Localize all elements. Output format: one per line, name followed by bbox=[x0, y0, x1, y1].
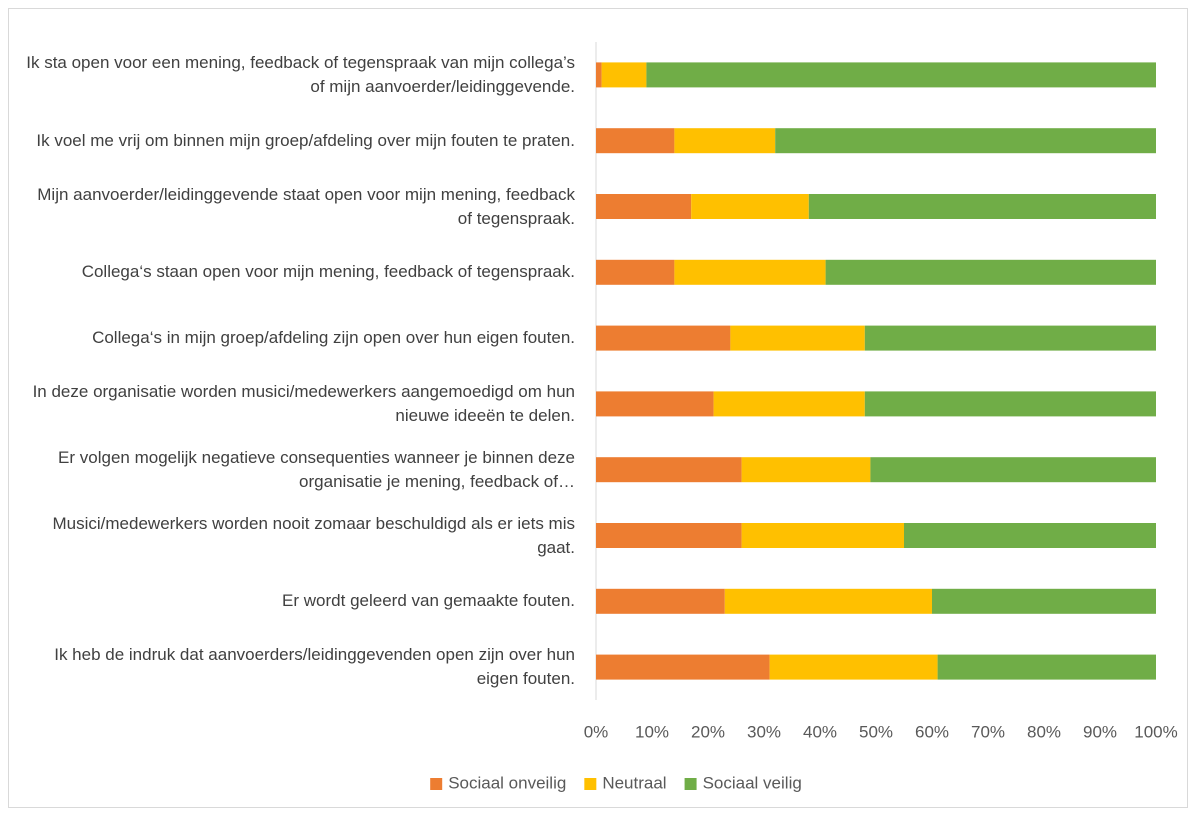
bar-segment bbox=[596, 523, 742, 548]
bar-segment bbox=[825, 259, 1156, 285]
x-tick-label: 10% bbox=[635, 722, 669, 741]
bar-segment bbox=[937, 654, 1156, 680]
x-tick-label: 60% bbox=[915, 722, 949, 741]
bar-segment bbox=[674, 259, 826, 285]
bar-segment bbox=[674, 128, 776, 154]
category-label: Mijn aanvoerder/leidinggevende staat ope… bbox=[37, 184, 575, 228]
bar-segment bbox=[596, 62, 602, 88]
bar-segment bbox=[904, 523, 1156, 548]
legend-label: Neutraal bbox=[602, 773, 666, 792]
bar-segment bbox=[808, 194, 1156, 219]
legend-swatch bbox=[430, 778, 443, 790]
bar-segment bbox=[596, 259, 675, 285]
x-tick-label: 80% bbox=[1027, 722, 1061, 741]
x-tick-label: 90% bbox=[1083, 722, 1117, 741]
bar-segment bbox=[601, 62, 647, 88]
bar-segment bbox=[741, 523, 904, 548]
bar-segment bbox=[730, 325, 865, 351]
bar-segment bbox=[691, 194, 809, 219]
x-tick-label: 50% bbox=[859, 722, 893, 741]
bar-segment bbox=[596, 194, 692, 219]
bar-segment bbox=[741, 457, 871, 483]
legend-swatch bbox=[684, 778, 697, 790]
legend-swatch bbox=[584, 778, 597, 790]
bar-segment bbox=[596, 588, 725, 614]
legend-label: Sociaal veilig bbox=[703, 773, 802, 792]
bar-segment bbox=[870, 457, 1156, 483]
category-label: Musici/medewerkers worden nooit zomaar b… bbox=[52, 513, 576, 557]
bar-segment bbox=[596, 325, 731, 351]
bar-segment bbox=[864, 391, 1156, 417]
x-tick-label: 100% bbox=[1134, 722, 1177, 741]
category-label: Ik voel me vrij om binnen mijn groep/afd… bbox=[36, 130, 575, 150]
bar-segment bbox=[596, 457, 742, 483]
category-label: Ik heb de indruk dat aanvoerders/leiding… bbox=[54, 645, 575, 689]
x-tick-label: 20% bbox=[691, 722, 725, 741]
bar-segment bbox=[769, 654, 938, 680]
category-label: In deze organisatie worden musici/medewe… bbox=[32, 381, 575, 425]
x-tick-label: 70% bbox=[971, 722, 1005, 741]
category-label: Collega‘s staan open voor mijn mening, f… bbox=[81, 262, 575, 282]
bar-segment bbox=[713, 391, 865, 417]
bar-segment bbox=[864, 325, 1156, 351]
bar-segment bbox=[932, 588, 1156, 614]
category-label: Er volgen mogelijk negatieve consequenti… bbox=[58, 447, 575, 491]
bar-segment bbox=[596, 391, 714, 417]
x-tick-label: 30% bbox=[747, 722, 781, 741]
legend-label: Sociaal onveilig bbox=[448, 773, 566, 792]
chart-frame bbox=[8, 8, 1188, 808]
bar-segment bbox=[646, 62, 1156, 88]
category-label: Collega‘s in mijn groep/afdeling zijn op… bbox=[92, 328, 575, 348]
category-label: Ik sta open voor een mening, feedback of… bbox=[26, 52, 575, 96]
bar-segment bbox=[596, 128, 675, 154]
x-tick-label: 40% bbox=[803, 722, 837, 741]
bar-segment bbox=[596, 654, 770, 680]
bar-segment bbox=[724, 588, 932, 614]
x-tick-label: 0% bbox=[584, 722, 609, 741]
bar-segment bbox=[775, 128, 1156, 154]
category-label: Er wordt geleerd van gemaakte fouten. bbox=[282, 591, 575, 611]
